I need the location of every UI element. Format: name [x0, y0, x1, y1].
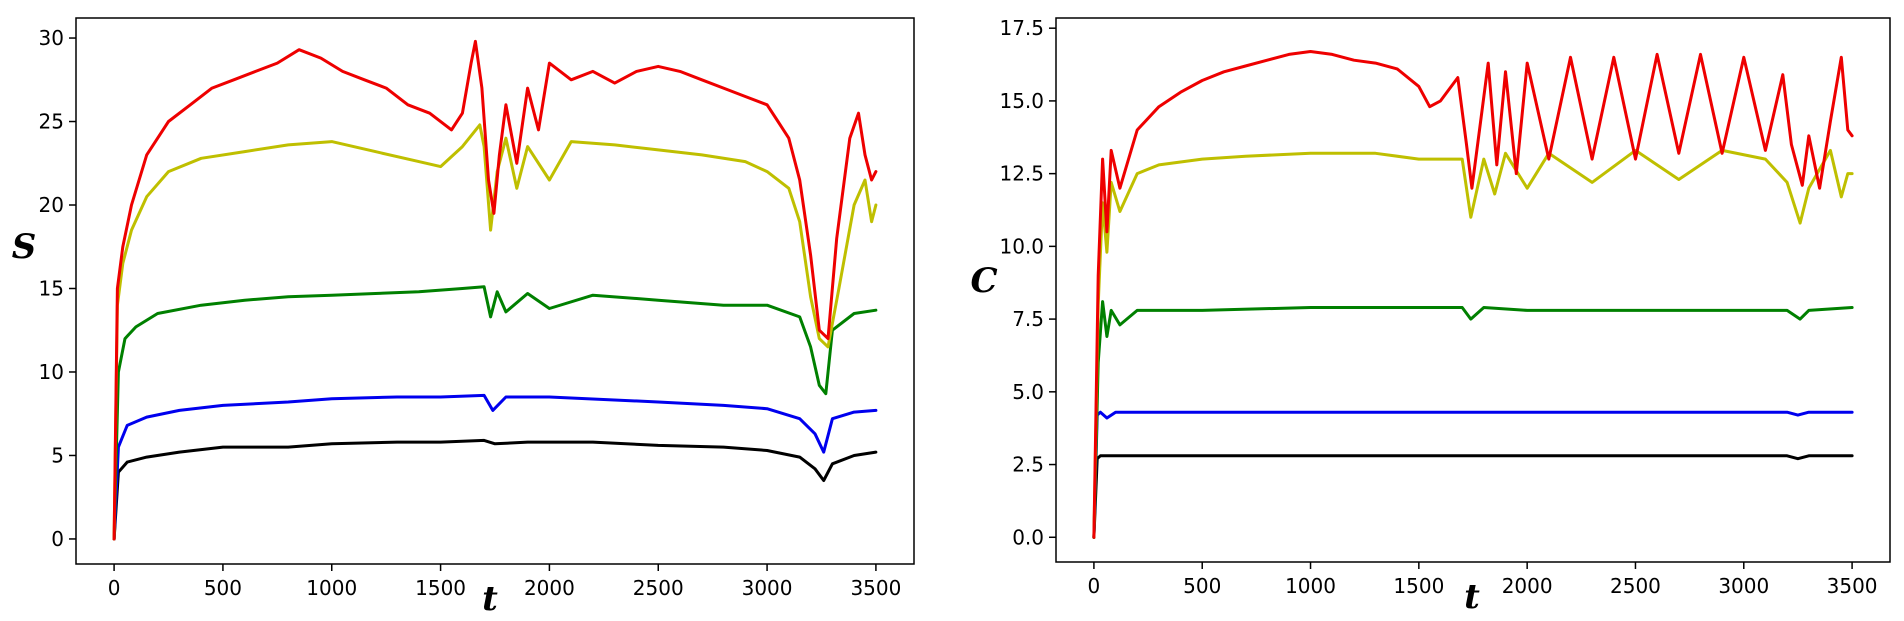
chart-c-ytick-label: 5.0 [1012, 380, 1044, 404]
chart-s-ytick-label: 25 [39, 110, 64, 134]
chart-s-yticks: 0 5 10 15 20 25 30 [39, 26, 76, 551]
chart-c-lines [1092, 50, 1854, 539]
chart-c-xticks: 0 500 1000 1500 2000 2500 3000 3500 [1088, 562, 1878, 598]
chart-c-ylabel: C [970, 261, 997, 301]
chart-c-ytick-label: 12.5 [999, 162, 1044, 186]
chart-s-ytick-label: 15 [39, 276, 64, 300]
chart-c-ytick-label: 2.5 [1012, 453, 1044, 477]
chart-s-xtick-label: 1000 [306, 576, 357, 600]
chart-c-xtick-label: 3000 [1718, 574, 1769, 598]
chart-c-series-green [1092, 300, 1854, 539]
chart-s-panel: 0 500 1000 1500 2000 2500 3000 3500 0 5 10 15 20 25 3… [12, 17, 915, 619]
chart-c-frame [1055, 17, 1891, 563]
chart-c-series-yellow [1092, 148, 1854, 539]
chart-c-ytick-label: 15.0 [999, 89, 1044, 113]
chart-c-xtick-label: 2000 [1502, 574, 1553, 598]
chart-c-xlabel: t [1464, 577, 1480, 617]
chart-s-xtick-label: 3000 [742, 576, 793, 600]
chart-s-series-green [112, 285, 878, 541]
chart-s-xtick-label: 1500 [415, 576, 466, 600]
chart-c-xtick-label: 1500 [1393, 574, 1444, 598]
chart-c-xtick-label: 0 [1088, 574, 1101, 598]
chart-c-xtick-label: 500 [1183, 574, 1221, 598]
chart-s-series-black [112, 438, 878, 541]
chart-s-xtick-label: 0 [108, 576, 121, 600]
chart-s-xticks: 0 500 1000 1500 2000 2500 3000 3500 [108, 564, 901, 600]
chart-s-xtick-label: 2000 [524, 576, 575, 600]
chart-s-ytick-label: 0 [51, 527, 64, 551]
chart-s-lines [112, 39, 878, 541]
chart-s-xlabel: t [482, 579, 498, 619]
chart-c-ytick-label: 7.5 [1012, 307, 1044, 331]
chart-s-ytick-label: 30 [39, 26, 64, 50]
chart-c-series-blue [1092, 410, 1854, 539]
chart-s-ytick-label: 5 [51, 443, 64, 467]
chart-c-xtick-label: 2500 [1610, 574, 1661, 598]
chart-s-series-blue [112, 393, 878, 541]
chart-s-ytick-label: 20 [39, 193, 64, 217]
chart-s-xtick-label: 3500 [850, 576, 901, 600]
chart-s-xtick-label: 2500 [633, 576, 684, 600]
chart-s-frame [75, 17, 915, 565]
chart-c-series-red [1092, 50, 1854, 539]
chart-c-xtick-label: 3500 [1827, 574, 1878, 598]
chart-s-series-red [112, 39, 878, 541]
chart-c-series-black [1092, 454, 1854, 539]
chart-s-xtick-label: 500 [204, 576, 242, 600]
chart-c-ytick-label: 17.5 [999, 16, 1044, 40]
chart-c-ytick-label: 0.0 [1012, 525, 1044, 549]
chart-c-panel: 0 500 1000 1500 2000 2500 3000 3500 0.0 2.5 5.0 7.… [970, 16, 1891, 617]
chart-s-ytick-label: 10 [39, 360, 64, 384]
chart-s-series-yellow [112, 123, 878, 541]
chart-c-ytick-label: 10.0 [999, 234, 1044, 258]
chart-c-yticks: 0.0 2.5 5.0 7.5 10.0 12.5 15.0 17.5 [999, 16, 1056, 549]
chart-s-ylabel: S [12, 227, 37, 267]
chart-c-xtick-label: 1000 [1285, 574, 1336, 598]
